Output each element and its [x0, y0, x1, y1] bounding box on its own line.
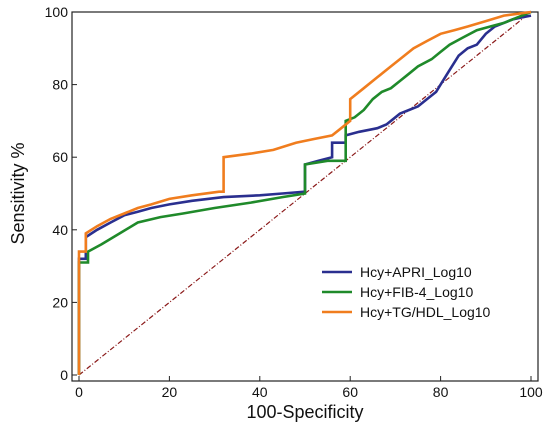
series-line-3	[77, 10, 532, 375]
legend: Hcy+APRI_Log10 Hcy+FIB-4_Log10 Hcy+TG/HDL_…	[316, 258, 528, 324]
y-axis-title: Sensitivity %	[8, 142, 28, 244]
legend-label-2: Hcy+FIB-4_Log10	[360, 284, 473, 300]
y-tick-label: 20	[52, 294, 68, 310]
series-layer	[77, 10, 532, 375]
y-tick-label: 0	[60, 367, 68, 383]
y-tick-label: 60	[52, 149, 68, 165]
y-axis-ticks: 0 20 40 60 80 100	[45, 4, 77, 383]
legend-label-3: Hcy+TG/HDL_Log10	[360, 304, 491, 320]
x-tick-label: 40	[252, 384, 268, 400]
plot-frame	[71, 11, 539, 382]
reference-line-layer	[78, 11, 532, 376]
x-axis-ticks: 0 20 40 60 80 100	[75, 376, 543, 400]
reference-diagonal	[78, 11, 532, 376]
x-axis-title: 100-Specificity	[246, 402, 363, 422]
y-tick-label: 100	[45, 4, 69, 20]
x-tick-label: 60	[342, 384, 358, 400]
x-tick-label: 100	[519, 384, 543, 400]
x-tick-label: 80	[433, 384, 449, 400]
plot-area	[71, 11, 539, 382]
y-tick-label: 80	[52, 77, 68, 93]
x-tick-label: 0	[75, 384, 83, 400]
y-tick-label: 40	[52, 222, 68, 238]
legend-label-1: Hcy+APRI_Log10	[360, 264, 472, 280]
x-tick-label: 20	[162, 384, 178, 400]
